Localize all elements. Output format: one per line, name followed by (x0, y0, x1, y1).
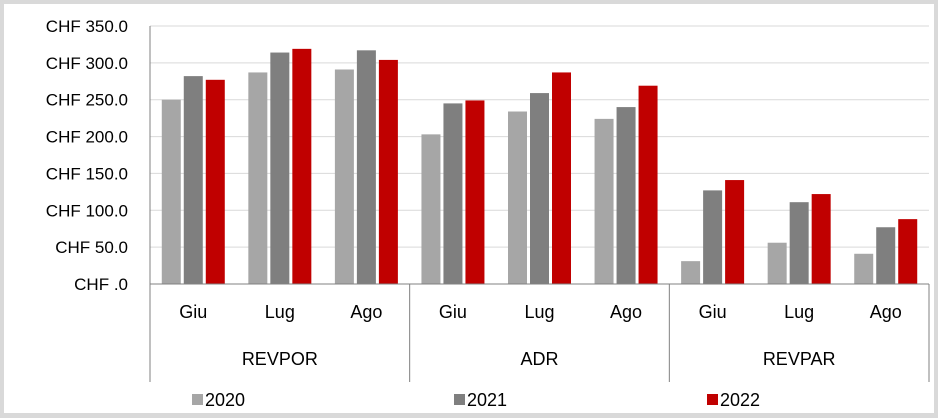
x-category-label: Ago (870, 302, 902, 322)
bar-2022 (205, 79, 225, 284)
bar-2022 (725, 180, 745, 284)
bar-2021 (270, 52, 290, 285)
x-category-label: Lug (784, 302, 814, 322)
bar-2020 (854, 253, 874, 284)
x-category-label: Giu (699, 302, 727, 322)
bar-2022 (292, 48, 312, 285)
legend-swatch (192, 394, 203, 405)
x-category-label: Ago (350, 302, 382, 322)
x-category-label: Lug (524, 302, 554, 322)
bar-2020 (421, 134, 441, 284)
bar-chart: CHF .0 CHF 50.0 CHF 100.0 CHF 150.0 CHF 200.… (46, 17, 930, 410)
y-tick-label: CHF 50.0 (55, 238, 128, 257)
bar-2022 (465, 100, 485, 284)
bar-2020 (681, 261, 701, 284)
legend-label: 2022 (720, 390, 760, 410)
bar-2020 (508, 111, 527, 284)
bar-2021 (876, 227, 896, 284)
y-tick-label: CHF 250.0 (46, 91, 128, 110)
legend: 2020 2021 2022 (192, 390, 760, 410)
bar-2020 (334, 69, 354, 285)
x-group-label: REVPOR (242, 349, 318, 369)
legend-swatch (707, 394, 718, 405)
legend-swatch (454, 394, 465, 405)
y-tick-label: CHF 200.0 (46, 128, 128, 147)
y-tick-label: CHF 150.0 (46, 164, 128, 183)
bar-2022 (898, 219, 918, 284)
chart-frame: CHF .0 CHF 50.0 CHF 100.0 CHF 150.0 CHF 200.… (4, 4, 934, 413)
bar-2021 (183, 76, 203, 284)
bar-2020 (594, 118, 614, 284)
bar-2022 (552, 72, 571, 284)
axes (149, 26, 930, 382)
legend-label: 2020 (205, 390, 245, 410)
x-category-label: Ago (610, 302, 642, 322)
x-group-label: REVPAR (763, 349, 836, 369)
legend-label: 2021 (467, 390, 507, 410)
bar-2021 (530, 93, 549, 284)
bars (161, 48, 918, 285)
x-category-label: Lug (265, 302, 295, 322)
y-tick-label: CHF .0 (74, 275, 128, 294)
bar-2021 (356, 50, 376, 284)
x-group-label: ADR (520, 349, 558, 369)
y-tick-label: CHF 100.0 (46, 201, 128, 220)
x-category-label: Giu (179, 302, 207, 322)
y-tick-label: CHF 350.0 (46, 17, 128, 36)
bar-2022 (378, 59, 398, 285)
bar-2021 (616, 107, 636, 284)
bar-2020 (161, 99, 181, 284)
x-category-labels: Giu Lug Ago Giu Lug Ago Giu Lug Ago (179, 302, 901, 322)
bar-2021 (789, 202, 809, 284)
x-category-label: Giu (439, 302, 467, 322)
bar-2022 (811, 194, 831, 284)
bar-2021 (703, 190, 723, 284)
bar-2022 (638, 85, 658, 284)
y-tick-labels: CHF .0 CHF 50.0 CHF 100.0 CHF 150.0 CHF 200.… (46, 17, 128, 294)
bar-2020 (248, 72, 268, 284)
y-tick-label: CHF 300.0 (46, 54, 128, 73)
bar-2021 (443, 103, 463, 285)
x-group-labels: REVPOR ADR REVPAR (242, 349, 836, 369)
bar-2020 (767, 242, 787, 284)
